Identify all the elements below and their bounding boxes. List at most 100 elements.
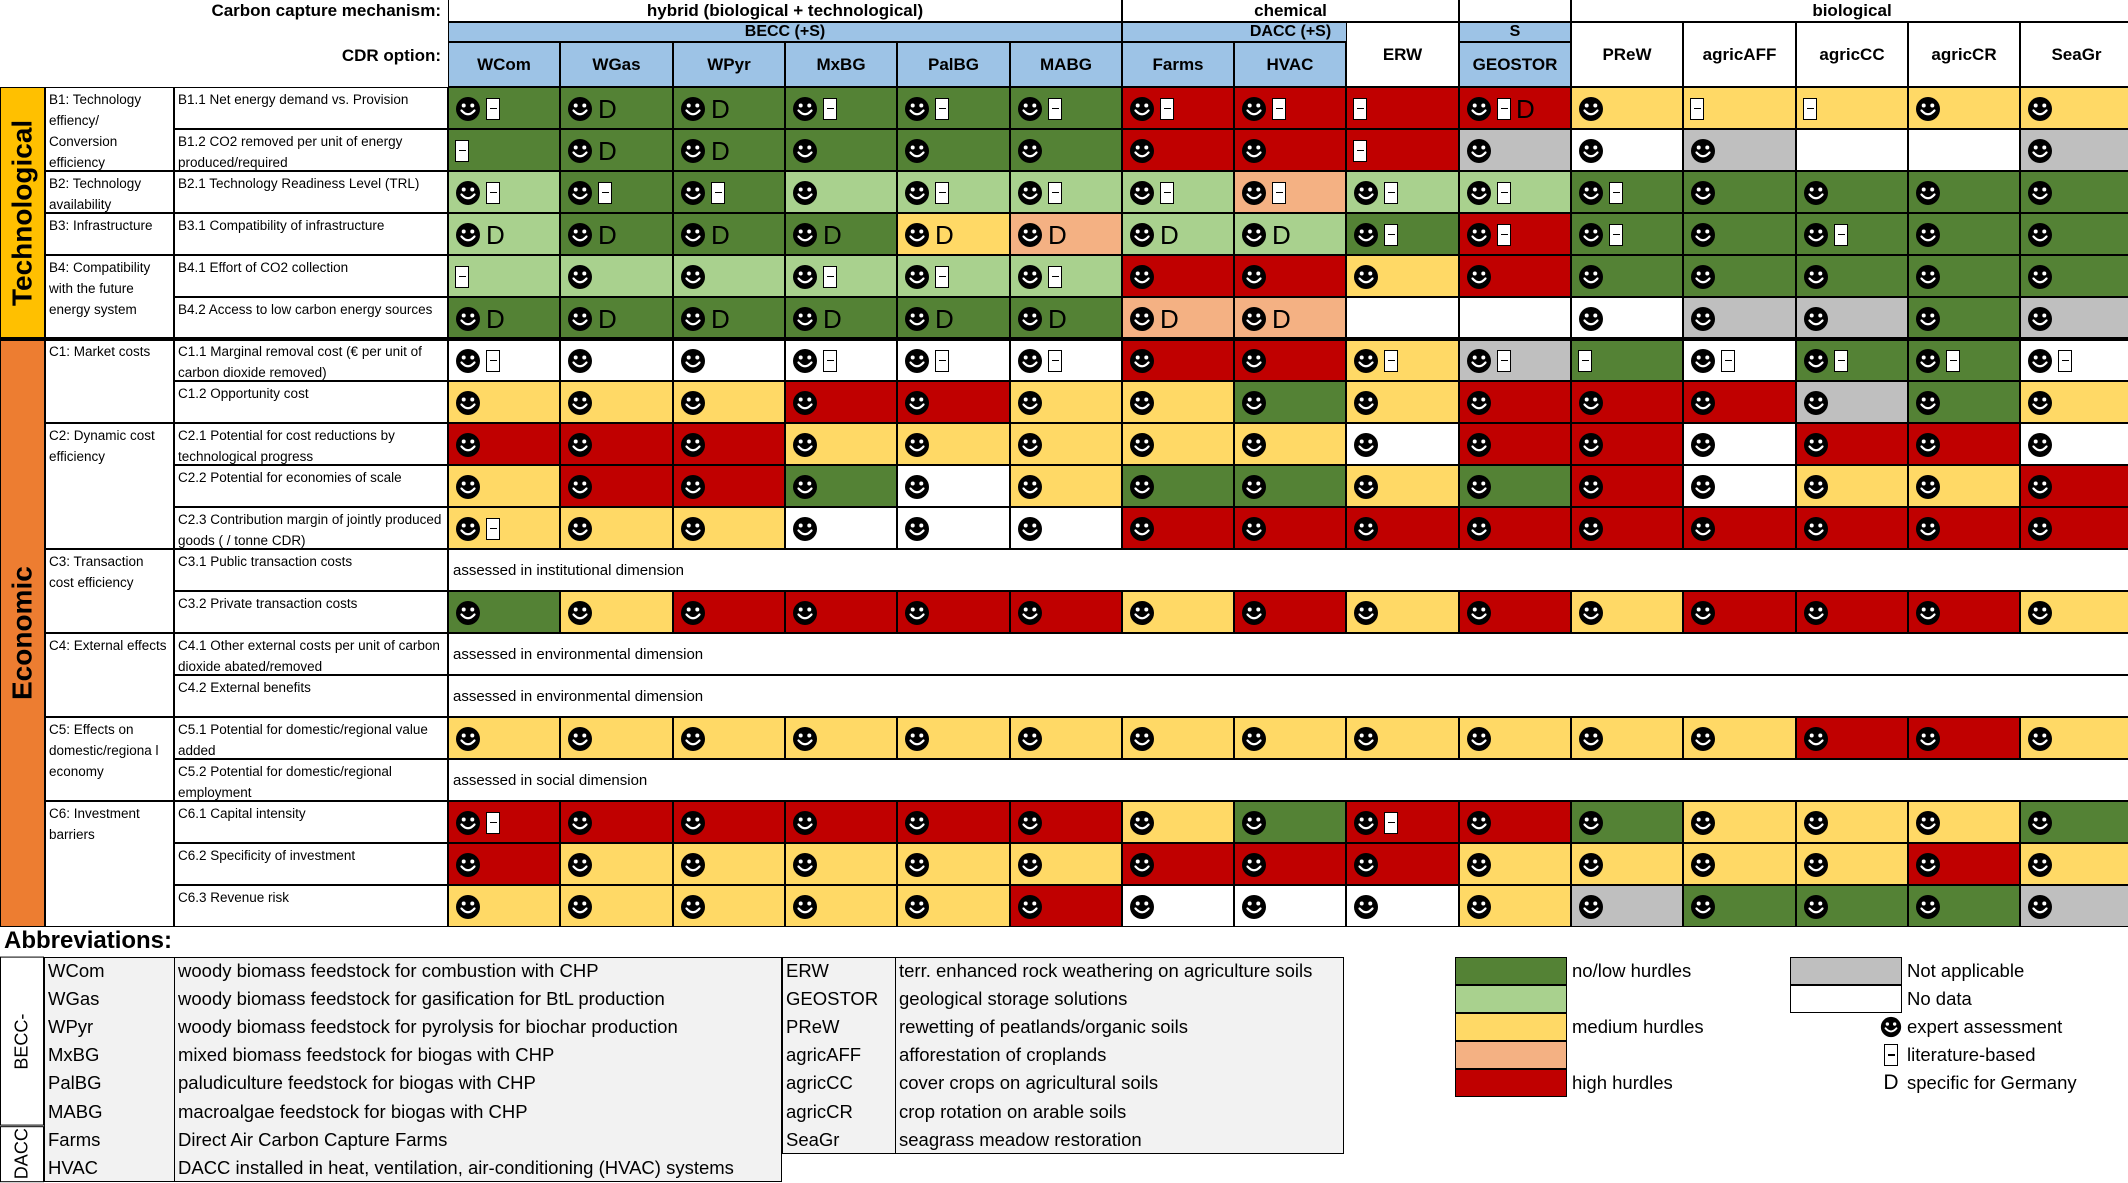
rating-cell: [1683, 465, 1796, 507]
abbreviation-description: Direct Air Carbon Capture Farms: [178, 1128, 448, 1150]
option-header: agricCC: [1796, 22, 1908, 87]
rating-cell: [1683, 87, 1796, 129]
rating-cell: [2020, 801, 2128, 843]
rating-cell: D: [1459, 87, 1571, 129]
smiley-icon: [1017, 432, 1043, 458]
smiley-icon: [1466, 180, 1492, 206]
rating-cell: [1234, 885, 1346, 927]
rating-cell: [1346, 843, 1459, 885]
rating-cell: [560, 507, 673, 549]
rating-cell: [2020, 465, 2128, 507]
smiley-icon: [2027, 138, 2053, 164]
d-letter-icon: D: [598, 219, 617, 250]
smiley-icon: [1353, 894, 1379, 920]
rating-cell: [1683, 717, 1796, 759]
rating-cell: [448, 717, 560, 759]
literature-icon: [455, 139, 469, 162]
rating-cell: [785, 507, 897, 549]
smiley-icon: [2027, 810, 2053, 836]
rating-cell: D: [1122, 297, 1234, 339]
smiley-icon: [1578, 96, 1604, 122]
rating-cell: [560, 255, 673, 297]
literature-icon: [486, 97, 500, 120]
rating-cell: [1459, 213, 1571, 255]
smiley-icon: [1466, 390, 1492, 416]
smiley-icon: [1466, 138, 1492, 164]
rating-cell: [1683, 381, 1796, 423]
rating-cell: [1234, 717, 1346, 759]
rating-cell: [1571, 87, 1683, 129]
smiley-icon: [680, 390, 706, 416]
rating-cell: [1234, 129, 1346, 171]
smiley-icon: [1017, 726, 1043, 752]
dimension-note: assessed in social dimension: [448, 759, 2128, 801]
smiley-icon: [455, 474, 481, 500]
sub-criterion-label: C1.1 Marginal removal cost (€ per unit o…: [174, 339, 448, 381]
smiley-icon: [680, 726, 706, 752]
rating-cell: [1122, 465, 1234, 507]
smiley-icon: [904, 180, 930, 206]
sub-criterion-label: C5.1 Potential for domestic/regional val…: [174, 717, 448, 759]
smiley-icon: [1353, 852, 1379, 878]
dimension-note: assessed in environmental dimension: [448, 675, 2128, 717]
abbreviation-group-label: BECC-: [0, 957, 44, 1126]
rating-cell: [1571, 507, 1683, 549]
legend-icon-holder: [1880, 1013, 1902, 1041]
d-letter-icon: D: [486, 219, 505, 250]
literature-icon: [1609, 223, 1623, 246]
smiley-icon: [1915, 96, 1941, 122]
smiley-icon: [1017, 600, 1043, 626]
literature-icon: [1272, 181, 1286, 204]
smiley-icon: [1353, 390, 1379, 416]
smiley-icon: [1690, 474, 1716, 500]
sub-criterion-label: B1.2 CO2 removed per unit of energy prod…: [174, 129, 448, 171]
rating-cell: [1683, 843, 1796, 885]
sub-criterion-label: C3.1 Public transaction costs: [174, 549, 448, 591]
rating-cell: [1010, 591, 1122, 633]
smiley-icon: [680, 810, 706, 836]
literature-icon: [1048, 181, 1062, 204]
abbreviation-code: MxBG: [48, 1044, 100, 1066]
group-header: biological: [1571, 0, 2128, 22]
literature-icon: [1353, 97, 1367, 120]
sub-criterion-label: C2.3 Contribution margin of jointly prod…: [174, 507, 448, 549]
smiley-icon: [1690, 726, 1716, 752]
rating-cell: [1683, 255, 1796, 297]
rating-cell: [448, 801, 560, 843]
literature-icon: [1834, 349, 1848, 372]
smiley-icon: [1129, 222, 1155, 248]
literature-icon: [1160, 181, 1174, 204]
smiley-icon: [1915, 474, 1941, 500]
sub-criterion-label: C5.2 Potential for domestic/regional emp…: [174, 759, 448, 801]
smiley-icon: [1129, 264, 1155, 290]
smiley-icon: [904, 810, 930, 836]
smiley-icon: [455, 432, 481, 458]
smiley-icon: [1129, 348, 1155, 374]
smiley-icon: [1017, 810, 1043, 836]
smiley-icon: [792, 96, 818, 122]
rating-cell: [1796, 801, 1908, 843]
rating-cell: [1346, 885, 1459, 927]
smiley-icon: [1129, 474, 1155, 500]
rating-cell: [1010, 423, 1122, 465]
smiley-icon: [455, 222, 481, 248]
smiley-icon: [680, 432, 706, 458]
criterion-label: B3: Infrastructure: [45, 213, 174, 255]
rating-cell: [1796, 87, 1908, 129]
d-letter-icon: D: [1160, 219, 1179, 250]
literature-icon: [935, 97, 949, 120]
smiley-icon: [2027, 894, 2053, 920]
rating-cell: [1010, 885, 1122, 927]
literature-icon: [1946, 349, 1960, 372]
rating-cell: [1796, 381, 1908, 423]
smiley-icon: [904, 138, 930, 164]
option-header: Farms: [1122, 42, 1234, 87]
smiley-icon: [792, 894, 818, 920]
rating-cell: [1908, 129, 2020, 171]
smiley-icon: [1466, 222, 1492, 248]
smiley-icon: [792, 810, 818, 836]
literature-icon: [486, 517, 500, 540]
group-subheader: S: [1459, 22, 1571, 42]
rating-cell: [785, 87, 897, 129]
literature-icon: [486, 349, 500, 372]
